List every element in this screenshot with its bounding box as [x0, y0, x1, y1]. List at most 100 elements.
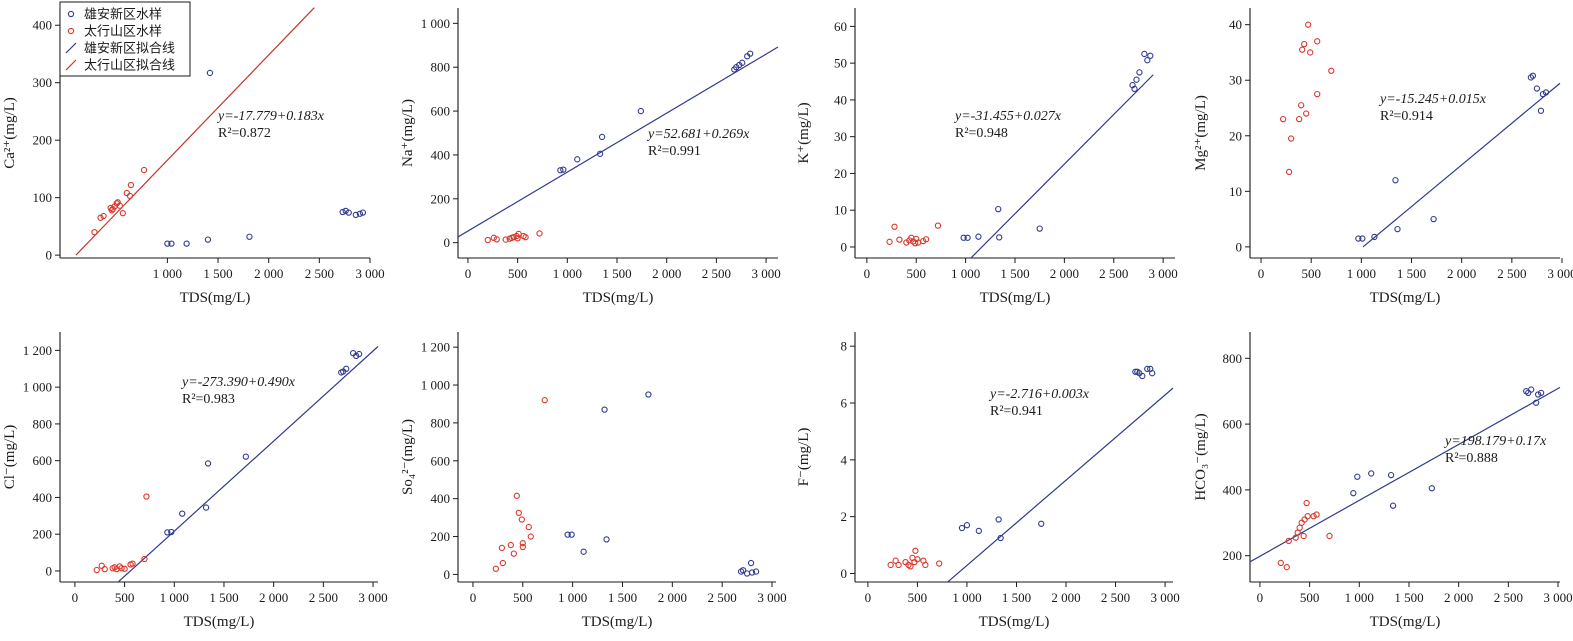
xiongan-point: [1389, 502, 1397, 509]
xiongan-point: [975, 527, 982, 535]
taihang-point: [1313, 511, 1320, 518]
y-tick-label: 200: [33, 133, 53, 148]
x-tick-label: 500: [513, 590, 533, 605]
taihang-point: [499, 559, 507, 567]
taihang-point: [129, 560, 136, 567]
y-tick-label: 800: [431, 415, 451, 430]
y-axis-label: Mg²⁺(mg/L): [1193, 95, 1209, 171]
xiongan-point: [1147, 52, 1154, 59]
x-tick-label: 2 000: [259, 590, 288, 605]
xiongan-point: [1430, 215, 1437, 223]
taihang-point: [119, 210, 126, 217]
y-tick-label: 50: [834, 56, 847, 71]
xiongan-point: [1392, 177, 1399, 184]
legend-box: [59, 1, 191, 77]
fit-equation: y=-17.779+0.183x: [216, 109, 325, 124]
y-tick-label: 2: [841, 509, 848, 524]
y-tick-label: 200: [33, 527, 53, 542]
fit-line: [458, 46, 779, 238]
xiongan-point: [598, 133, 606, 141]
x-tick-label: 2 500: [1101, 590, 1130, 605]
fit-line: [75, 7, 315, 256]
taihang-point: [541, 397, 548, 404]
legend-label: 雄安新区水样: [84, 7, 162, 22]
x-tick-label: 0: [864, 266, 871, 281]
xiongan-point: [242, 453, 249, 460]
x-tick-label: 3 000: [1543, 590, 1572, 605]
taihang-point: [123, 189, 131, 197]
x-tick-label: 2 500: [1497, 266, 1526, 281]
x-tick-label: 1 000: [952, 590, 981, 605]
taihang-point: [515, 230, 522, 238]
x-tick-label: 3 000: [757, 590, 786, 605]
xiongan-point: [747, 559, 755, 567]
x-tick-label: 500: [1300, 590, 1320, 605]
fit-equation: y=-2.716+0.003x: [988, 387, 1090, 402]
x-tick-label: 1 000: [1347, 266, 1376, 281]
taihang-point: [91, 228, 98, 236]
taihang-point: [127, 181, 135, 189]
xiongan-point: [246, 233, 253, 240]
y-tick-label: 600: [431, 453, 451, 468]
taihang-point: [498, 544, 506, 552]
xiongan-point: [183, 240, 190, 247]
y-tick-label: 1 000: [421, 16, 450, 31]
x-axis-label: TDS(mg/L): [979, 614, 1050, 630]
x-tick-label: 500: [115, 590, 135, 605]
xiongan-point: [1132, 368, 1139, 375]
taihang-point: [922, 561, 929, 569]
xiongan-point: [603, 536, 610, 543]
x-tick-label: 3 000: [1150, 590, 1179, 605]
taihang-point: [492, 565, 500, 572]
x-tick-label: 2 000: [1050, 266, 1079, 281]
legend-line-icon: [65, 42, 77, 54]
taihang-point: [143, 493, 150, 500]
xiongan-point: [995, 205, 1002, 213]
legend-label: 雄安新区拟合线: [84, 41, 175, 56]
taihang-point: [510, 234, 517, 241]
y-tick-label: 800: [1223, 351, 1243, 366]
xiongan-point: [1131, 85, 1138, 93]
x-axis-label: TDS(mg/L): [583, 290, 654, 306]
xiongan-point: [1144, 57, 1151, 64]
taihang-point: [514, 235, 521, 242]
x-tick-label: 3 000: [355, 266, 384, 281]
taihang-point: [510, 550, 517, 557]
xiongan-point: [964, 234, 971, 241]
taihang-point: [100, 212, 107, 220]
fit-r2: R²=0.983: [182, 392, 235, 407]
xiongan-point: [601, 406, 608, 413]
y-axis-label: K⁺(mg/L): [796, 102, 812, 163]
taihang-point: [101, 565, 108, 573]
xiongan-point: [963, 522, 971, 529]
y-tick-label: 0: [841, 566, 848, 581]
taihang-point: [887, 561, 894, 569]
y-tick-label: 200: [431, 529, 451, 544]
chart-panel-4: 0 500 1 000 1 500 2 000 2 500 3 000 0 10 20 30 40 TD…: [1193, 8, 1573, 306]
taihang-point: [515, 509, 522, 517]
xiongan-point: [997, 534, 1004, 542]
fit-line: [947, 387, 1174, 582]
taihang-point: [1314, 38, 1321, 45]
taihang-point: [493, 236, 500, 243]
x-tick-label: 2 500: [305, 266, 334, 281]
x-tick-label: 1 500: [1000, 266, 1029, 281]
x-tick-label: 2 500: [702, 266, 731, 281]
x-tick-label: 2 000: [254, 266, 283, 281]
taihang-point: [1283, 564, 1290, 571]
y-tick-label: 600: [1223, 417, 1243, 432]
y-tick-label: 30: [1229, 73, 1242, 88]
xiongan-point: [1428, 485, 1435, 492]
taihang-point: [518, 516, 525, 523]
xiongan-point: [958, 524, 966, 532]
taihang-point: [912, 240, 919, 247]
taihang-point: [519, 543, 526, 551]
x-tick-label: 1 500: [209, 590, 238, 605]
x-tick-label: 1 500: [1394, 590, 1423, 605]
y-tick-label: 200: [431, 191, 451, 206]
x-tick-label: 1 500: [203, 266, 232, 281]
y-tick-label: 1 000: [421, 378, 450, 393]
fit-r2: R²=0.872: [218, 126, 271, 141]
taihang-point: [1305, 21, 1312, 28]
